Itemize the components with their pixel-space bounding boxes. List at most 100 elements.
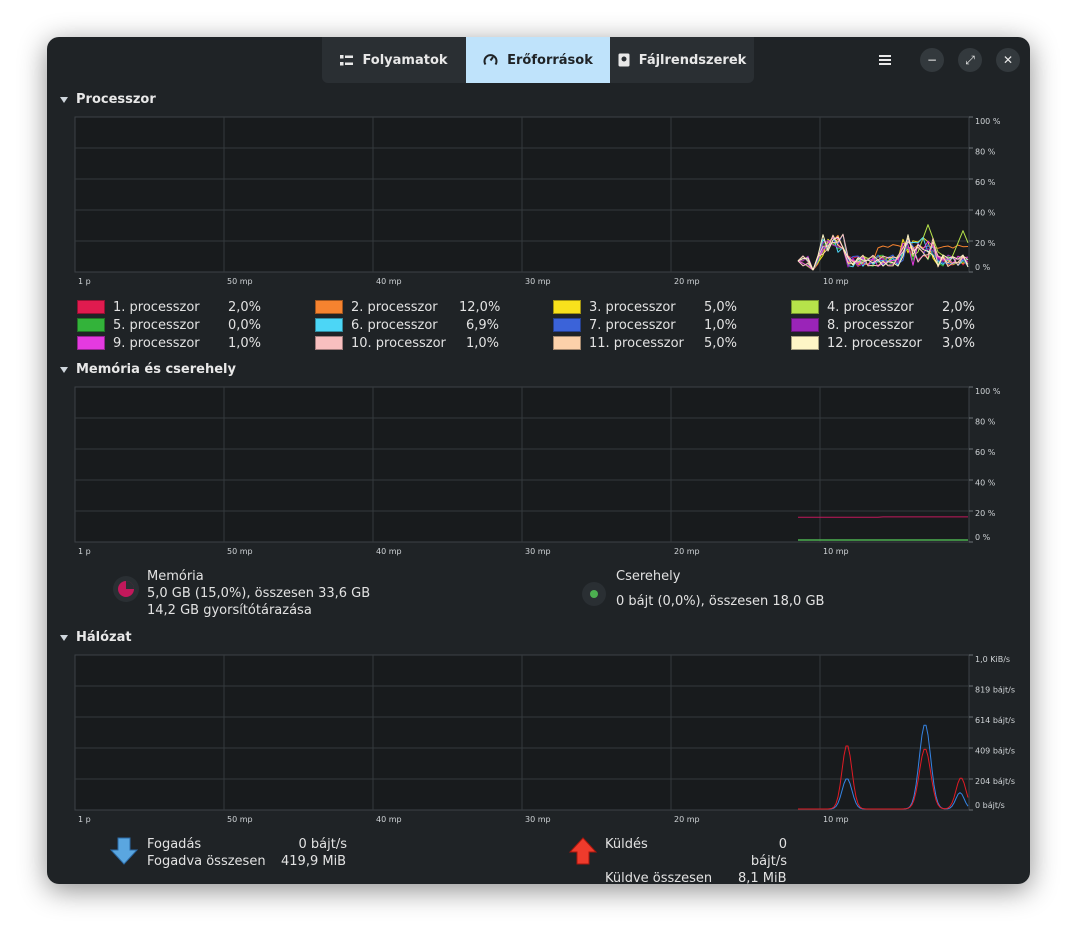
network-section-title: Hálózat: [76, 630, 132, 645]
cpu-time-label: 20 mp: [674, 277, 700, 286]
expander-arrow-icon: [60, 634, 68, 641]
gauge-icon: [483, 54, 498, 66]
cpu-legend-value: 6,9%: [465, 317, 499, 333]
color-swatch[interactable]: [77, 336, 105, 350]
send-info: Küldés 0 bájt/s Küldve összesen 8,1 MiB: [605, 836, 787, 884]
network-y-label: 204 bájt/s: [975, 777, 1015, 786]
cpu-series-line: [797, 234, 969, 271]
cpu-legend-item[interactable]: 7. processzor 1,0%: [553, 317, 737, 333]
cpu-legend-item[interactable]: 4. processzor 2,0%: [791, 299, 975, 315]
main-menu-button[interactable]: [873, 48, 897, 72]
send-label: Küldés: [605, 837, 648, 852]
cpu-series-line: [797, 234, 969, 271]
color-swatch[interactable]: [553, 318, 581, 332]
cpu-legend-value: 1,0%: [703, 317, 737, 333]
maximize-button[interactable]: ⤢: [958, 48, 982, 72]
memory-info: Memória 5,0 GB (15,0%), összesen 33,6 GB…: [147, 568, 370, 619]
cpu-legend-value: 5,0%: [941, 317, 975, 333]
color-swatch[interactable]: [315, 318, 343, 332]
memory-time-label: 1 p: [78, 547, 91, 556]
network-y-label: 409 bájt/s: [975, 747, 1015, 756]
cpu-y-label: 0 %: [975, 263, 991, 272]
cpu-legend-label: 11. processzor: [589, 335, 684, 351]
color-swatch[interactable]: [315, 336, 343, 350]
cpu-legend-item[interactable]: 3. processzor 5,0%: [553, 299, 737, 315]
expander-arrow-icon: [60, 96, 68, 103]
color-swatch[interactable]: [791, 336, 819, 350]
cpu-y-label: 100 %: [975, 117, 1001, 126]
close-button[interactable]: ✕: [996, 48, 1020, 72]
cpu-legend-item[interactable]: 5. processzor 0,0%: [77, 317, 261, 333]
cpu-legend-item[interactable]: 2. processzor 12,0%: [315, 299, 501, 315]
memory-cache-text: 14,2 GB gyorsítótárazása: [147, 603, 312, 618]
cpu-y-label: 40 %: [975, 209, 996, 218]
cpu-legend-value: 3,0%: [941, 335, 975, 351]
memory-pie-icon[interactable]: [111, 574, 141, 604]
tab-processes[interactable]: Folyamatok: [322, 37, 466, 83]
color-swatch[interactable]: [77, 318, 105, 332]
network-history-graph: 1 p 50 mp 40 mp 30 mp 20 mp 10 mp 1,0 KiB/s 819…: [74, 654, 1015, 824]
view-switcher: Folyamatok Erőforrások Fájlrendszerek: [322, 37, 754, 83]
cpu-legend-value: 12,0%: [459, 299, 501, 315]
cpu-legend-item[interactable]: 8. processzor 5,0%: [791, 317, 975, 333]
send-rate: 0 bájt/s: [750, 837, 787, 869]
upload-arrow-icon[interactable]: [569, 837, 597, 865]
network-section-header[interactable]: Hálózat: [60, 630, 132, 645]
cpu-legend-label: 6. processzor: [351, 317, 438, 333]
minimize-button[interactable]: −: [920, 48, 944, 72]
cpu-history-graph: 1 p 50 mp 40 mp 30 mp 20 mp 10 mp 100 % 80 % 60 …: [74, 116, 1001, 286]
cpu-legend-item[interactable]: 6. processzor 6,9%: [315, 317, 499, 333]
tab-resources-label: Erőforrások: [507, 52, 593, 68]
memory-time-label: 20 mp: [674, 547, 700, 556]
swap-info: Cserehely 0 bájt (0,0%), összesen 18,0 G…: [616, 568, 824, 610]
color-swatch[interactable]: [791, 300, 819, 314]
cpu-series-line: [797, 234, 969, 271]
cpu-legend-label: 2. processzor: [351, 299, 438, 315]
cpu-legend-item[interactable]: 9. processzor 1,0%: [77, 335, 261, 351]
cpu-y-label: 80 %: [975, 148, 996, 157]
swap-pie-icon[interactable]: [580, 580, 608, 608]
memory-title: Memória: [147, 569, 204, 584]
swap-title: Cserehely: [616, 569, 681, 584]
color-swatch[interactable]: [791, 318, 819, 332]
cpu-legend-value: 0,0%: [227, 317, 261, 333]
cpu-legend-label: 12. processzor: [827, 335, 922, 351]
cpu-legend-item[interactable]: 12. processzor 3,0%: [791, 335, 975, 351]
cpu-time-label: 1 p: [78, 277, 91, 286]
memory-usage-text: 5,0 GB (15,0%), összesen 33,6 GB: [147, 586, 371, 601]
cpu-legend-item[interactable]: 1. processzor 2,0%: [77, 299, 261, 315]
network-y-label: 614 bájt/s: [975, 716, 1015, 725]
network-time-label: 30 mp: [525, 815, 551, 824]
color-swatch[interactable]: [315, 300, 343, 314]
cpu-time-label: 40 mp: [376, 277, 402, 286]
receive-total-value: 419,9 MiB: [281, 854, 347, 869]
memory-y-label: 40 %: [975, 479, 996, 488]
send-total-label: Küldve összesen: [605, 871, 713, 884]
close-icon: ✕: [1002, 53, 1014, 67]
cpu-legend-label: 5. processzor: [113, 317, 200, 333]
memory-y-label: 100 %: [975, 387, 1001, 396]
tab-resources[interactable]: Erőforrások: [466, 37, 610, 83]
cpu-section-header[interactable]: Processzor: [60, 92, 156, 107]
memory-time-label: 50 mp: [227, 547, 253, 556]
memory-time-label: 40 mp: [376, 547, 402, 556]
color-swatch[interactable]: [553, 300, 581, 314]
network-time-label: 1 p: [78, 815, 91, 824]
download-arrow-icon[interactable]: [110, 837, 138, 865]
network-y-label: 0 bájt/s: [975, 801, 1005, 810]
system-monitor-window: Folyamatok Erőforrások Fájlrendszerek − …: [47, 37, 1030, 884]
cpu-legend-item[interactable]: 11. processzor 5,0%: [553, 335, 737, 351]
tab-filesystems-label: Fájlrendszerek: [638, 52, 747, 68]
color-swatch[interactable]: [77, 300, 105, 314]
tab-filesystems[interactable]: Fájlrendszerek: [610, 37, 754, 83]
cpu-legend-label: 1. processzor: [113, 299, 200, 315]
cpu-legend-value: 2,0%: [941, 299, 975, 315]
color-swatch[interactable]: [553, 336, 581, 350]
network-time-label: 50 mp: [227, 815, 253, 824]
cpu-legend-item[interactable]: 10. processzor 1,0%: [315, 335, 499, 351]
network-time-label: 40 mp: [376, 815, 402, 824]
cpu-series-line: [798, 240, 969, 271]
memory-section-header[interactable]: Memória és cserehely: [60, 362, 236, 377]
cpu-y-label: 60 %: [975, 178, 996, 187]
cpu-section-title: Processzor: [76, 92, 156, 107]
